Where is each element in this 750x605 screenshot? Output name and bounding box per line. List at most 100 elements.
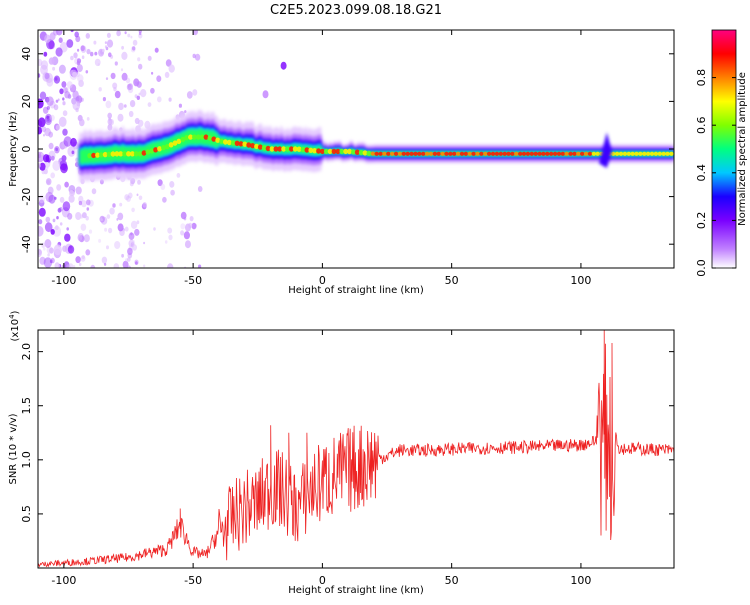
heatmap-noise-cell xyxy=(104,227,108,232)
heatmap-noise-cell xyxy=(105,100,112,109)
heatmap-noise-cell xyxy=(40,152,44,156)
heatmap-noise-cell xyxy=(50,114,55,121)
heatmap-core-cell xyxy=(564,151,569,156)
heatmap-core-cell xyxy=(300,146,306,153)
heatmap-core-cell xyxy=(261,145,267,151)
heatmap-noise-cell xyxy=(44,34,51,43)
colorbar-tick-label: 0.0 xyxy=(695,259,708,277)
heatmap-noise-cell xyxy=(91,188,97,195)
heatmap-noise-cell xyxy=(121,253,124,258)
heatmap-noise-cell xyxy=(167,263,174,268)
heatmap-core-cell xyxy=(250,143,256,149)
heatmap-core-cell xyxy=(285,146,290,152)
heatmap-noise-cell xyxy=(137,57,141,62)
heatmap-noise-cell xyxy=(46,77,54,87)
heatmap-noise-cell xyxy=(67,245,75,254)
svg-text:(x104): (x104) xyxy=(8,310,21,341)
heatmap-core-cell xyxy=(393,151,399,156)
heatmap-noise-cell xyxy=(104,41,107,44)
heatmap-core-cell xyxy=(537,151,542,156)
heatmap-noise-cell xyxy=(157,96,162,103)
heatmap-core-cell xyxy=(401,151,406,156)
heatmap-noise-cell xyxy=(120,68,124,72)
heatmap-noise-cell xyxy=(117,113,124,122)
heatmap-noise-cell xyxy=(114,61,118,66)
heatmap-noise-cell xyxy=(121,72,128,81)
heatmap-core-cell xyxy=(289,146,294,152)
heatmap-noise-cell xyxy=(147,55,152,61)
heatmap-core-cell xyxy=(642,151,647,156)
heatmap-noise-cell xyxy=(52,218,56,223)
heatmap-core-cell xyxy=(397,151,403,156)
heatmap-noise-cell xyxy=(76,64,83,73)
heatmap-noise-cell xyxy=(41,126,47,133)
heatmap-noise-cell xyxy=(113,263,119,268)
heatmap-noise-cell xyxy=(38,194,45,204)
heatmap-noise-cell xyxy=(52,66,56,71)
colorbar-tick-label: 0.2 xyxy=(695,212,708,230)
heatmap-core-cell xyxy=(653,151,659,156)
heatmap-noise-cell xyxy=(85,249,91,256)
heatmap-core-cell xyxy=(638,151,643,156)
heatmap-noise-cell xyxy=(55,124,61,131)
heatmap-core-cell xyxy=(234,140,240,146)
heatmap-core-cell xyxy=(242,141,248,147)
heatmap-core-cell xyxy=(525,151,531,156)
heatmap-noise-cell xyxy=(106,214,111,219)
heatmap-core-cell xyxy=(343,148,349,155)
heatmap-noise-cell xyxy=(176,173,181,178)
heatmap-noise-cell xyxy=(132,39,138,46)
snr-frame xyxy=(37,329,675,569)
heatmap-noise-cell xyxy=(41,242,46,248)
heatmap-noise-cell xyxy=(64,87,69,93)
heatmap-core-cell xyxy=(463,151,469,156)
heatmap-noise-cell xyxy=(116,30,121,37)
x-tick-label: 100 xyxy=(570,274,591,287)
heatmap-noise-cell xyxy=(78,200,83,206)
heatmap-core-cell xyxy=(614,151,620,156)
heatmap-core-cell xyxy=(110,151,116,157)
heatmap-core-cell xyxy=(87,153,93,159)
heatmap-noise-cell xyxy=(55,147,58,152)
heatmap-noise-cell xyxy=(192,89,198,96)
heatmap-noise-cell xyxy=(86,207,90,211)
heatmap-noise-cell xyxy=(88,229,93,234)
heatmap-core-cell xyxy=(339,148,345,155)
heatmap-core-cell xyxy=(269,146,275,152)
heatmap-core-cell xyxy=(529,151,534,156)
heatmap-noise-cell xyxy=(86,117,90,121)
heatmap-noise-cell xyxy=(156,75,162,82)
heatmap-core-cell xyxy=(215,137,221,143)
heatmap-noise-cell xyxy=(48,131,53,138)
heatmap-noise-cell xyxy=(75,212,82,220)
heatmap-noise-cell xyxy=(160,183,166,190)
heatmap-noise-cell xyxy=(117,212,124,221)
x-tick-label: 100 xyxy=(570,574,591,587)
heatmap-noise-cell xyxy=(127,257,131,262)
heatmap-ridge-band xyxy=(79,122,674,170)
heatmap-core-cell xyxy=(370,151,375,156)
snr-x-ticks: -100 -50 0 50 100 xyxy=(51,330,591,587)
heatmap-noise-cell xyxy=(109,119,114,126)
heatmap-noise-cell xyxy=(186,91,193,99)
heatmap-noise-cell xyxy=(124,31,127,35)
heatmap-core-cell xyxy=(649,151,655,156)
heatmap-core-cell xyxy=(195,134,201,140)
heatmap-core-cell xyxy=(168,142,174,148)
heatmap-noise-cell xyxy=(129,100,136,108)
heatmap-noise-cell xyxy=(57,98,60,101)
heatmap-y-axis-label: Frequency (Hz) xyxy=(8,111,19,187)
heatmap-noise-cell xyxy=(140,89,147,98)
heatmap-noise-cell xyxy=(75,161,79,168)
heatmap-noise-cell xyxy=(77,234,83,241)
y-tick-label: 0.5 xyxy=(20,505,33,523)
y-tick-label: 1.5 xyxy=(20,397,33,415)
heatmap-core-cell xyxy=(428,151,434,156)
heatmap-noise-cell xyxy=(131,207,135,213)
heatmap-core-cell xyxy=(572,151,577,156)
heatmap-noise-cell xyxy=(67,146,76,157)
heatmap-noise-cell xyxy=(103,262,107,266)
colorbar: 0.0 0.2 0.4 0.6 0.8 Normalized spectral ampl… xyxy=(695,29,748,277)
heatmap-noise-cell xyxy=(45,216,51,223)
